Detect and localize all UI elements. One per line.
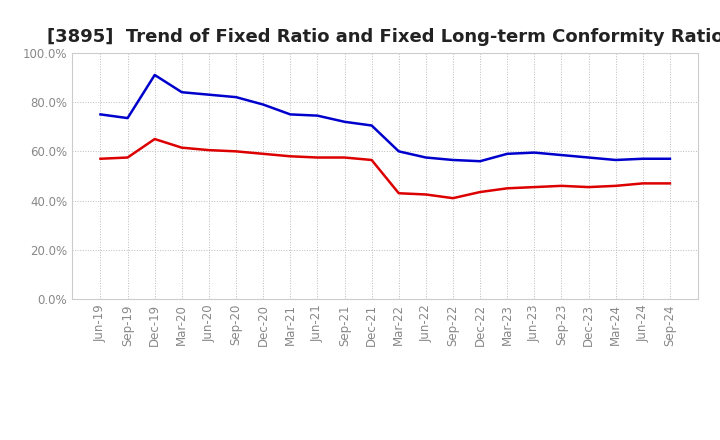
Fixed Ratio: [178, 90, 186, 95]
Fixed Long-term Conformity Ratio: [395, 191, 403, 196]
Fixed Long-term Conformity Ratio: [503, 186, 511, 191]
Fixed Long-term Conformity Ratio: [313, 155, 322, 160]
Fixed Ratio: [259, 102, 268, 107]
Fixed Ratio: [449, 158, 457, 163]
Legend: Fixed Ratio, Fixed Long-term Conformity Ratio: Fixed Ratio, Fixed Long-term Conformity …: [168, 434, 602, 440]
Fixed Long-term Conformity Ratio: [530, 184, 539, 190]
Fixed Ratio: [503, 151, 511, 157]
Fixed Long-term Conformity Ratio: [665, 181, 674, 186]
Title: [3895]  Trend of Fixed Ratio and Fixed Long-term Conformity Ratio: [3895] Trend of Fixed Ratio and Fixed Lo…: [47, 28, 720, 46]
Line: Fixed Long-term Conformity Ratio: Fixed Long-term Conformity Ratio: [101, 139, 670, 198]
Fixed Ratio: [584, 155, 593, 160]
Fixed Ratio: [476, 158, 485, 164]
Fixed Ratio: [150, 72, 159, 77]
Fixed Ratio: [123, 115, 132, 121]
Fixed Ratio: [557, 152, 566, 158]
Fixed Long-term Conformity Ratio: [341, 155, 349, 160]
Fixed Ratio: [421, 155, 430, 160]
Fixed Ratio: [96, 112, 105, 117]
Fixed Long-term Conformity Ratio: [611, 183, 620, 188]
Fixed Long-term Conformity Ratio: [259, 151, 268, 157]
Fixed Ratio: [313, 113, 322, 118]
Fixed Ratio: [232, 95, 240, 100]
Fixed Long-term Conformity Ratio: [286, 154, 294, 159]
Fixed Ratio: [639, 156, 647, 161]
Fixed Long-term Conformity Ratio: [476, 189, 485, 194]
Fixed Ratio: [395, 149, 403, 154]
Line: Fixed Ratio: Fixed Ratio: [101, 75, 670, 161]
Fixed Long-term Conformity Ratio: [123, 155, 132, 160]
Fixed Long-term Conformity Ratio: [367, 158, 376, 163]
Fixed Ratio: [286, 112, 294, 117]
Fixed Long-term Conformity Ratio: [449, 195, 457, 201]
Fixed Ratio: [665, 156, 674, 161]
Fixed Long-term Conformity Ratio: [150, 136, 159, 142]
Fixed Long-term Conformity Ratio: [232, 149, 240, 154]
Fixed Ratio: [341, 119, 349, 125]
Fixed Long-term Conformity Ratio: [557, 183, 566, 188]
Fixed Long-term Conformity Ratio: [639, 181, 647, 186]
Fixed Ratio: [611, 158, 620, 163]
Fixed Long-term Conformity Ratio: [204, 147, 213, 153]
Fixed Ratio: [204, 92, 213, 97]
Fixed Ratio: [367, 123, 376, 128]
Fixed Long-term Conformity Ratio: [96, 156, 105, 161]
Fixed Long-term Conformity Ratio: [421, 192, 430, 197]
Fixed Long-term Conformity Ratio: [178, 145, 186, 150]
Fixed Long-term Conformity Ratio: [584, 184, 593, 190]
Fixed Ratio: [530, 150, 539, 155]
